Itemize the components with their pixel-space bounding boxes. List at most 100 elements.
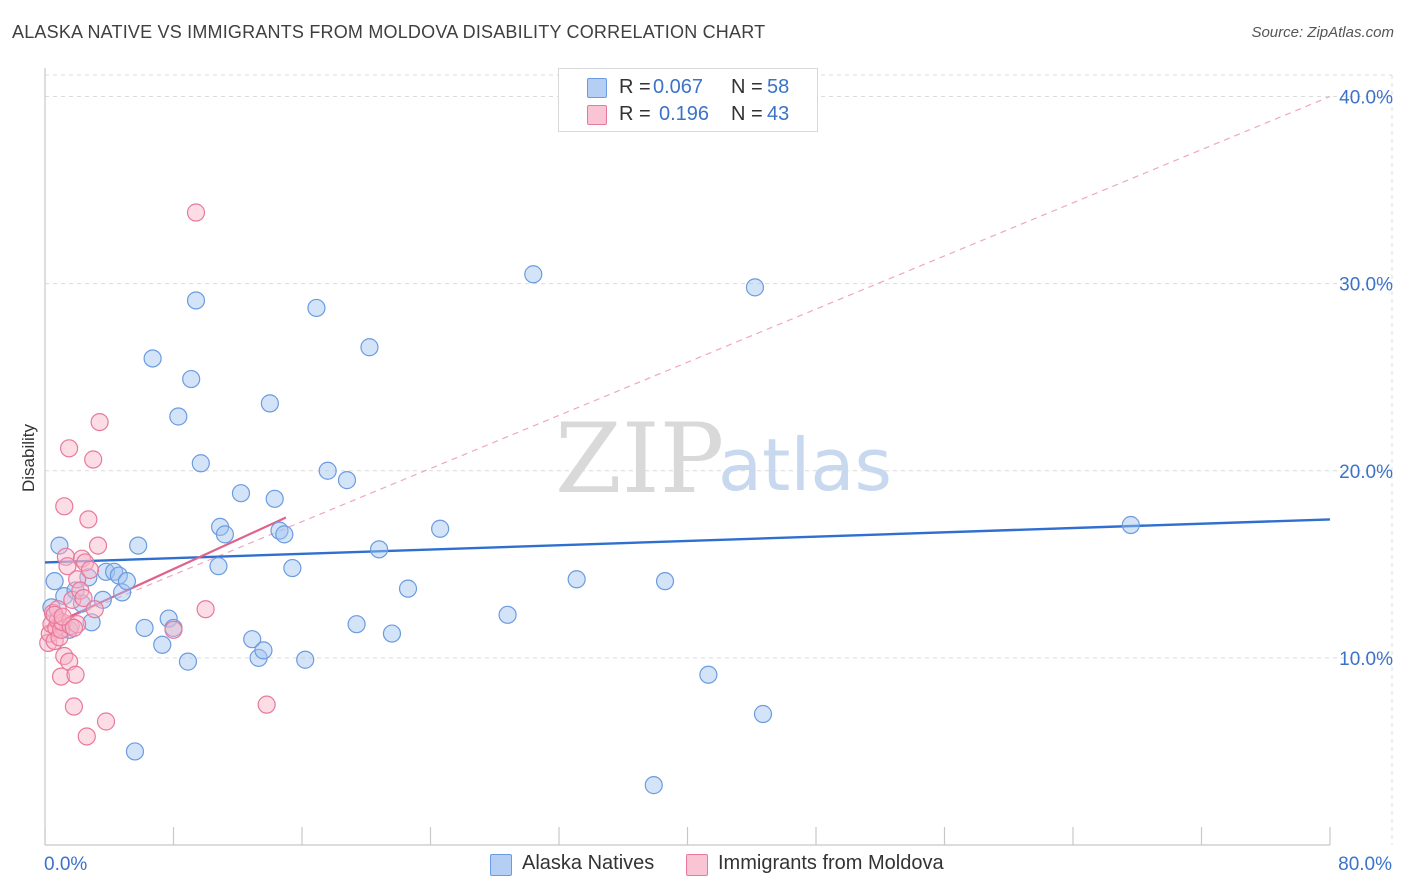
x-tick-label: 80.0% xyxy=(1338,854,1392,875)
point-immigrants-moldova xyxy=(56,547,75,566)
point-alaska-natives xyxy=(191,454,210,473)
point-alaska-natives xyxy=(296,650,315,669)
point-immigrants-moldova xyxy=(59,652,79,671)
point-immigrants-moldova xyxy=(90,412,109,432)
point-immigrants-moldova xyxy=(74,588,93,608)
y-tick-label: 10.0% xyxy=(1339,649,1393,670)
point-immigrants-moldova xyxy=(51,667,71,686)
watermark-zip: ZIP xyxy=(555,403,724,515)
y-axis-label: Disability xyxy=(19,423,38,492)
legend-r-value: 0.067 xyxy=(653,76,704,98)
point-alaska-natives xyxy=(182,369,201,389)
trend-line-moldova-extended xyxy=(44,95,1331,629)
point-alaska-natives xyxy=(186,291,206,310)
point-alaska-natives xyxy=(153,635,172,654)
point-immigrants-moldova xyxy=(196,600,215,619)
point-alaska-natives xyxy=(382,624,402,643)
legend-n-value: 43 xyxy=(767,103,790,125)
legend-n-value: 58 xyxy=(767,76,790,98)
point-alaska-natives xyxy=(209,557,228,576)
y-tick-label: 20.0% xyxy=(1339,462,1393,483)
point-alaska-natives xyxy=(135,618,154,638)
trend-lines xyxy=(44,95,1331,629)
chart-title: ALASKA NATIVE VS IMMIGRANTS FROM MOLDOVA… xyxy=(12,22,766,42)
point-immigrants-moldova xyxy=(88,536,108,555)
x-tick-label: 0.0% xyxy=(44,854,87,875)
point-alaska-natives xyxy=(360,338,379,357)
point-alaska-natives xyxy=(50,536,69,555)
bottom-legend-swatch-pink xyxy=(686,854,708,876)
legend-n-label: N = xyxy=(731,103,763,125)
grid-lines xyxy=(45,74,1393,845)
axis-labels: 10.0% 20.0% 30.0% 40.0% 0.0% 80.0% Disability xyxy=(19,88,1393,876)
point-immigrants-moldova xyxy=(257,695,276,714)
point-alaska-natives xyxy=(699,665,718,684)
point-alaska-natives xyxy=(112,583,132,602)
point-alaska-natives xyxy=(431,519,450,538)
point-immigrants-moldova xyxy=(85,600,104,619)
y-tick-label: 40.0% xyxy=(1339,88,1393,109)
point-immigrants-moldova xyxy=(66,665,85,684)
point-alaska-natives xyxy=(644,776,663,795)
point-alaska-natives xyxy=(1121,515,1140,535)
point-immigrants-moldova xyxy=(55,646,74,666)
point-immigrants-moldova xyxy=(79,510,98,529)
point-alaska-natives xyxy=(655,572,675,591)
point-alaska-natives xyxy=(524,265,543,284)
point-immigrants-moldova xyxy=(164,620,183,639)
point-immigrants-moldova xyxy=(68,570,87,589)
point-immigrants-moldova xyxy=(64,697,84,716)
point-immigrants-moldova xyxy=(186,203,206,222)
point-immigrants-moldova xyxy=(55,497,74,516)
point-immigrants-moldova xyxy=(77,727,96,746)
legend-r-label: R = xyxy=(619,103,651,125)
legend-r-label: R = xyxy=(619,76,651,98)
point-alaska-natives xyxy=(398,579,418,598)
point-alaska-natives xyxy=(307,298,326,318)
data-points xyxy=(39,203,1140,795)
point-immigrants-moldova xyxy=(50,628,69,647)
point-immigrants-moldova xyxy=(59,439,79,458)
point-alaska-natives xyxy=(79,568,98,587)
bottom-legend-swatch-blue xyxy=(490,854,512,876)
point-alaska-natives xyxy=(231,484,251,503)
point-alaska-natives xyxy=(159,609,178,628)
legend-r-value: 0.196 xyxy=(659,103,710,125)
point-alaska-natives xyxy=(45,572,64,591)
point-immigrants-moldova xyxy=(80,560,100,580)
legend-swatch-blue xyxy=(587,78,607,98)
point-alaska-natives xyxy=(260,394,279,413)
point-alaska-natives xyxy=(567,570,586,589)
watermark-atlas: atlas xyxy=(718,423,892,507)
point-alaska-natives xyxy=(243,630,262,649)
legend-row-alaska-natives: R = 0.067 N = 58 xyxy=(559,74,817,100)
legend-n-label: N = xyxy=(731,76,763,98)
point-immigrants-moldova xyxy=(64,618,84,638)
bottom-legend-label: Alaska Natives xyxy=(522,852,655,874)
point-alaska-natives xyxy=(169,407,188,426)
point-alaska-natives xyxy=(498,605,517,624)
point-alaska-natives xyxy=(745,278,765,297)
source-label: Source: ZipAtlas.com xyxy=(1251,24,1394,41)
point-alaska-natives xyxy=(178,652,198,671)
point-alaska-natives xyxy=(370,540,389,559)
point-alaska-natives xyxy=(275,525,294,544)
point-alaska-natives xyxy=(215,525,234,544)
point-alaska-natives xyxy=(143,349,162,368)
point-alaska-natives xyxy=(129,536,148,555)
point-alaska-natives xyxy=(283,558,302,578)
point-immigrants-moldova xyxy=(96,712,116,731)
correlation-legend: R = 0.067 N = 58 R = 0.196 N = 43 xyxy=(558,68,818,132)
legend-row-immigrants-moldova: R = 0.196 N = 43 xyxy=(559,101,817,127)
point-alaska-natives xyxy=(318,461,337,480)
point-alaska-natives xyxy=(125,742,145,761)
y-tick-label: 30.0% xyxy=(1339,275,1393,296)
point-alaska-natives xyxy=(347,615,366,634)
trend-line-alaska-natives xyxy=(44,518,1331,564)
point-alaska-natives xyxy=(117,572,137,591)
point-immigrants-moldova xyxy=(53,607,72,626)
point-alaska-natives xyxy=(753,704,773,724)
bottom-legend-label: Immigrants from Moldova xyxy=(718,852,944,874)
legend-swatch-pink xyxy=(587,105,607,125)
